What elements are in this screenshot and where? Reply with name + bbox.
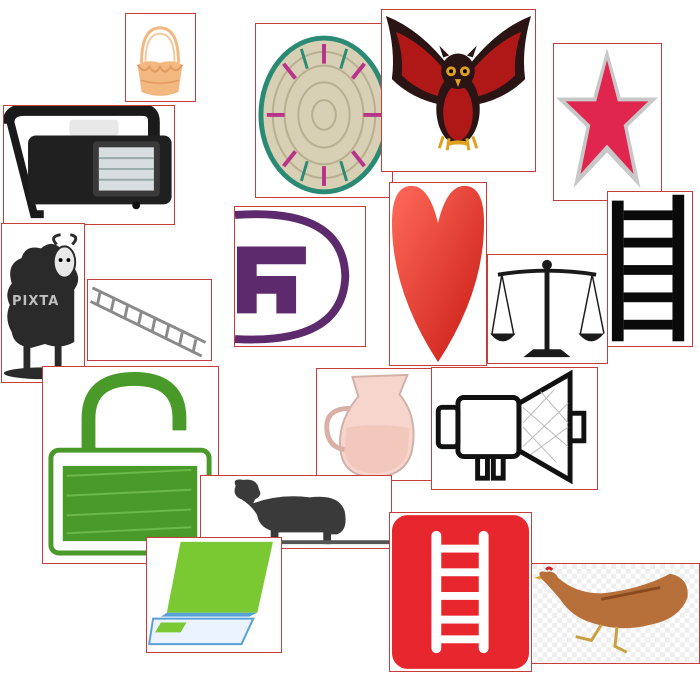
megaphone-tile <box>431 367 598 490</box>
sheep-silhouette-tile <box>200 475 392 549</box>
woven-plate-icon <box>258 35 390 195</box>
megaphone-icon <box>435 369 587 485</box>
watermark-text: PIXTA <box>12 294 60 309</box>
lantern-icon <box>4 106 172 219</box>
logo-icon <box>235 210 350 344</box>
jug-tile <box>316 368 433 481</box>
jug-icon <box>324 373 415 479</box>
heart-tile <box>389 182 487 366</box>
owl-tile <box>381 9 536 172</box>
owl-icon <box>385 15 532 151</box>
laptop-tile <box>146 537 282 653</box>
ladder-red-app-tile[interactable] <box>389 512 532 672</box>
letter-f-logo-tile <box>234 206 366 347</box>
ladder-icon <box>391 515 530 669</box>
star-tile <box>553 43 662 201</box>
heart-icon <box>391 185 485 363</box>
ladder-black-tile <box>607 191 693 347</box>
scales-tile <box>487 254 608 364</box>
black-sheep-tile: PIXTA <box>1 223 85 383</box>
scales-icon <box>490 259 605 358</box>
woven-plate-tile <box>255 23 393 198</box>
ladder-icon <box>611 194 685 342</box>
lantern-tile <box>3 105 175 225</box>
ladder-icon <box>89 286 207 358</box>
hen-icon <box>532 564 699 663</box>
padlock-icon <box>48 372 212 556</box>
basket-tile <box>125 13 196 102</box>
ladder-diagonal-tile <box>87 279 212 361</box>
laptop-icon <box>147 541 273 646</box>
star-icon <box>555 48 659 188</box>
basket-icon <box>136 26 184 96</box>
hen-tile <box>531 563 700 664</box>
padlock-tile <box>42 366 219 564</box>
sheep-icon <box>202 479 390 545</box>
